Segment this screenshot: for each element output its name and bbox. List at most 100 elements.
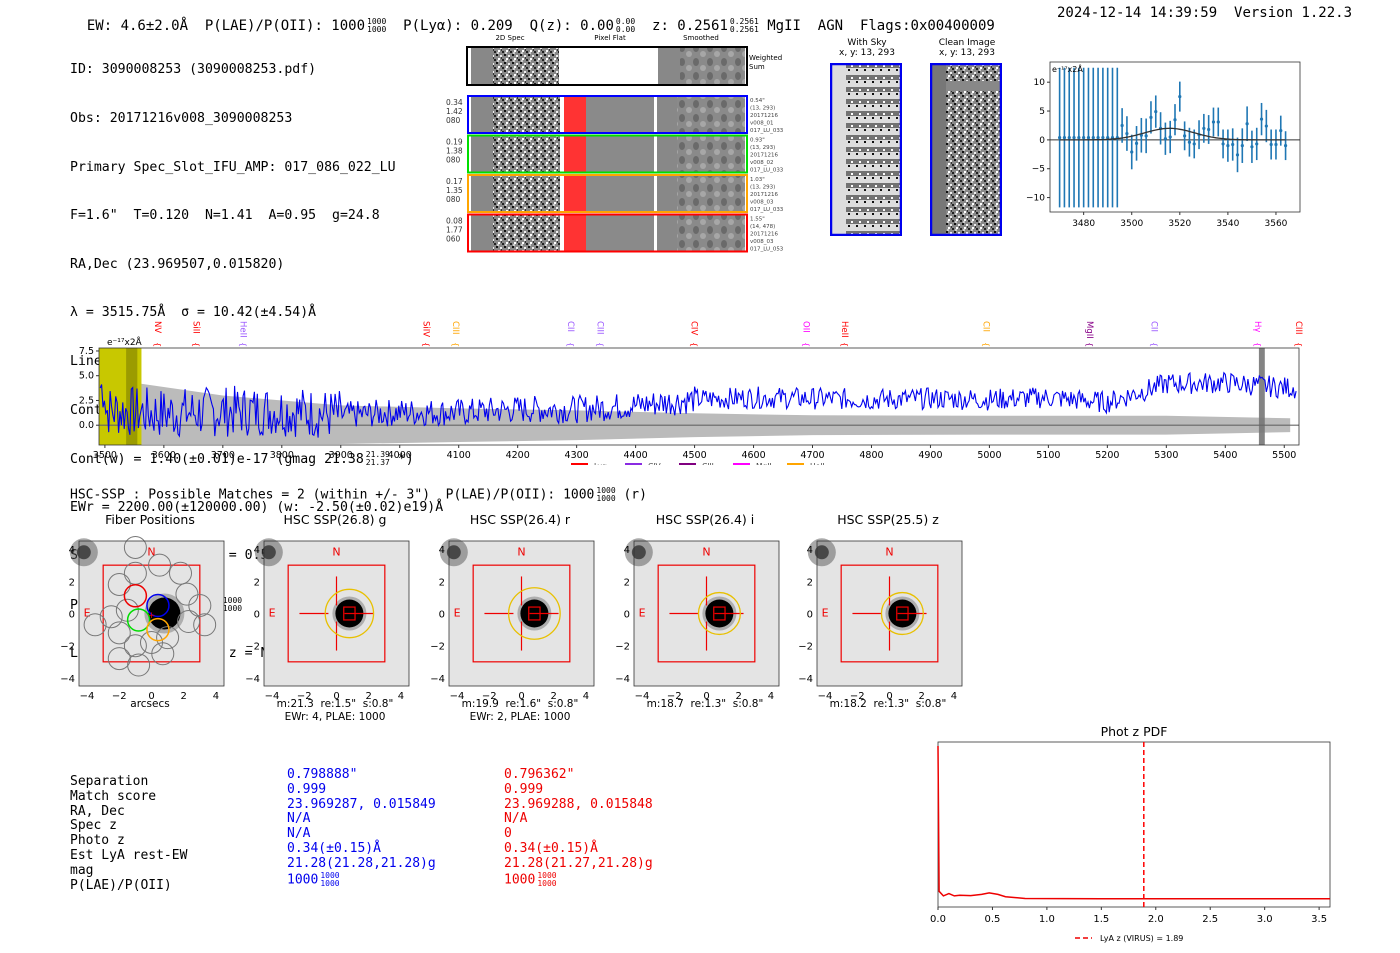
data-point	[1091, 67, 1095, 208]
data-point	[1149, 101, 1153, 134]
x-tick-label: 3700	[211, 450, 235, 461]
x-tick-label: 5000	[977, 450, 1001, 461]
hsc-panel: HSC SSP(25.5) z N E −4 −4 −2 −2 0 0 2 2 4 4 m:18.2 re…	[793, 512, 983, 727]
row-right-label: 017_LU_033	[750, 168, 784, 174]
match-field-value: 0.798888"	[287, 767, 358, 782]
data-point	[1221, 129, 1225, 159]
x-tick-label: 0	[703, 691, 709, 702]
match-field-value: N/A	[287, 811, 311, 827]
svg-text:Hγ: Hγ	[1252, 321, 1262, 332]
data-point	[1269, 129, 1273, 160]
pixel-flat-mask	[564, 175, 586, 212]
center-marker: +	[148, 611, 156, 621]
x-tick-label: 3560	[1265, 219, 1288, 229]
y-tick-label: −4	[245, 674, 260, 685]
data-point	[1187, 127, 1192, 157]
y-tick-label: −2	[615, 642, 630, 653]
svg-text:{: {	[802, 342, 811, 347]
row-right-label: (14, 478)	[750, 224, 775, 230]
x-tick-label: 3480	[1072, 219, 1095, 229]
row-frame	[467, 174, 748, 213]
east-label: E	[822, 607, 829, 620]
line-marker: CII {	[565, 321, 575, 347]
svg-text:CII: CII	[1149, 321, 1159, 332]
line-marker: SiIV {	[420, 321, 430, 347]
x-tick-label: −4	[80, 691, 95, 702]
x-tick-label: 2	[736, 691, 742, 702]
x-tick-label: 2	[366, 691, 372, 702]
pdf-line	[937, 745, 1330, 900]
y-tick-label: −2	[798, 642, 813, 653]
data-point	[1231, 128, 1235, 161]
with-sky-xy: x, y: 13, 293	[839, 48, 895, 58]
qz-value: Q(z): 0.00	[529, 18, 614, 34]
row-right-label: 017_LU_033	[750, 128, 784, 134]
data-point	[1130, 134, 1134, 170]
y-tick-label: 2.5	[79, 395, 94, 406]
y-tick-label: 0	[624, 610, 630, 621]
data-point	[1086, 67, 1091, 208]
y-tick-label: 4	[624, 545, 630, 556]
x-tick-label: 4100	[447, 450, 471, 461]
x-tick-label: 4300	[565, 450, 589, 461]
svg-text:CIV: CIV	[689, 321, 699, 335]
svg-text:{: {	[1294, 342, 1303, 347]
svg-text:{: {	[1150, 342, 1159, 347]
svg-text:HeII: HeII	[238, 321, 248, 338]
line-marker: CII {	[981, 321, 991, 347]
data-point	[1067, 67, 1071, 208]
panel-caption: m:21.3 re:1.5" s:0.8"	[276, 698, 394, 710]
cutout-image: N E −4 −4 −2 −2 0 0 2 2 4 4	[615, 538, 780, 702]
info-ewr: EWr = 2200.00(±120000.00) (w: -2.50(±0.0…	[70, 499, 444, 515]
y-tick-label: 4	[807, 545, 813, 556]
legend-item: Lyα	[571, 462, 607, 465]
svg-text:CIV: CIV	[648, 462, 661, 465]
contw-hi: 21.39	[365, 450, 390, 460]
data-point	[1101, 67, 1105, 208]
hsc-plae-lo: 1000	[596, 494, 616, 503]
svg-text:NV: NV	[152, 321, 162, 333]
y-tick-label: 2	[439, 577, 445, 588]
x-tick-label: 2	[181, 691, 187, 702]
svg-text:CIII: CIII	[594, 321, 604, 334]
info-plae-lo: 1000	[222, 603, 243, 613]
sky-mask	[1258, 348, 1265, 445]
plot-frame	[937, 741, 1331, 908]
svg-text:{: {	[690, 342, 699, 347]
x-tick-label: −4	[450, 691, 465, 702]
y-tick-label: −2	[430, 642, 445, 653]
panel-title: Fiber Positions	[105, 512, 195, 527]
info-id: ID: 3090008253 (3090008253.pdf)	[70, 62, 317, 78]
data-point	[1245, 106, 1249, 142]
fiber-circle	[177, 610, 201, 634]
x-tick-label: −4	[265, 691, 280, 702]
match-labels: Separation Match score RA, Dec Spec z Photo …	[70, 774, 187, 893]
pixel-flat-mask	[564, 135, 586, 173]
y-tick-label: 7.5	[79, 346, 94, 357]
with-sky-image	[830, 63, 902, 236]
aperture-box	[528, 606, 541, 621]
data-point	[1255, 127, 1259, 161]
row-right-label: 017_LU_033	[750, 207, 784, 213]
plot-frame	[1049, 61, 1301, 213]
fiber-circle	[127, 653, 151, 677]
x-tick-label: 4400	[624, 450, 648, 461]
match-field-value: 23.969288, 0.015848	[504, 796, 653, 812]
y-tick-label: 0	[1039, 136, 1045, 146]
panel-title: HSC SSP(25.5) z	[837, 512, 939, 527]
z-lo: 0.2561	[729, 25, 759, 34]
line-marker: SiII {	[190, 321, 200, 347]
row-frame	[467, 213, 748, 253]
hsc-title-text: HSC-SSP : Possible Matches = 2 (within +…	[70, 487, 595, 503]
svg-text:Lyα: Lyα	[594, 462, 607, 465]
x-tick-label: 4000	[388, 450, 412, 461]
y-tick-label: 2	[69, 577, 75, 588]
x-tick-label: −2	[667, 691, 682, 702]
x-tick-label: 2	[919, 691, 925, 702]
x-tick-label: 4700	[800, 450, 824, 461]
line-marker: HeII {	[238, 321, 248, 347]
svg-text:{: {	[239, 342, 248, 347]
y-tick-label: 0.0	[79, 420, 94, 431]
